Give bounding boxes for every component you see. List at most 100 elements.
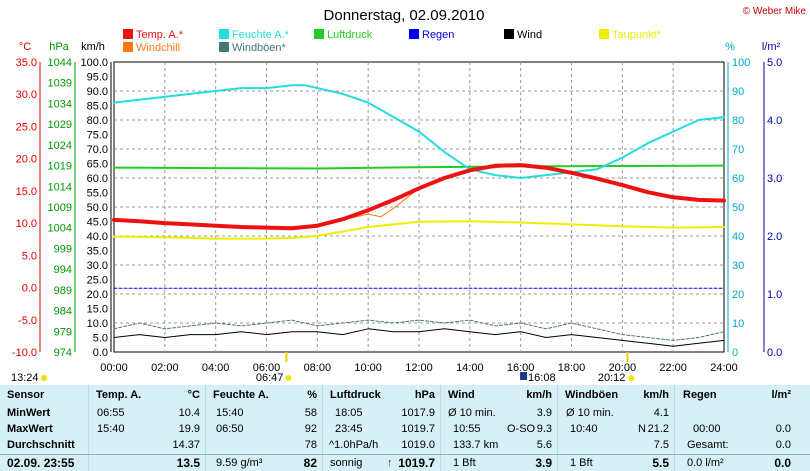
axis-title-celsius: °C bbox=[19, 41, 31, 53]
header-wind-unit: km/h bbox=[526, 389, 552, 401]
luft-current: 1019.7 bbox=[398, 456, 435, 470]
wind-current: 3.9 bbox=[535, 456, 552, 470]
temp-min: 10.4 bbox=[178, 407, 200, 419]
col-feuchte: Feuchte A.% 15:40 58 06:50 92 78 9.59 g/m³… bbox=[205, 385, 323, 471]
y-tick-label-lm2: 2.0 bbox=[767, 231, 782, 243]
y-tick-label-percent: 50 bbox=[732, 202, 744, 214]
time-markers: 06:47 20:12 16:08 13:24 bbox=[11, 352, 635, 384]
regen-total-label: Gesamt: bbox=[687, 439, 729, 451]
y-tick-label-celsius: 10.0 bbox=[16, 218, 37, 230]
header-luftdruck-unit: hPa bbox=[414, 389, 435, 401]
luft-max: 1019.7 bbox=[401, 423, 435, 435]
y-tick-label-percent: 0 bbox=[732, 347, 738, 359]
feuchte-min-time: 15:40 bbox=[216, 407, 244, 419]
y-tick-label-hpa: 1014 bbox=[48, 181, 72, 193]
y-tick-label-celsius: 15.0 bbox=[16, 186, 37, 198]
legend-swatch bbox=[219, 29, 229, 39]
y-tick-label-celsius: 30.0 bbox=[16, 89, 37, 101]
y-tick-label-kmh: 85.0 bbox=[87, 101, 108, 113]
y-tick-label-kmh: 90.0 bbox=[87, 86, 108, 98]
plot-area bbox=[112, 84, 726, 347]
y-tick-label-kmh: 65.0 bbox=[87, 159, 108, 171]
col-temp: Temp. A. °C 06:55 10.4 15:40 19.9 14.37 13.… bbox=[88, 385, 206, 471]
boeen-current: 5.5 bbox=[652, 456, 669, 470]
y-tick-label-celsius: -10.0 bbox=[12, 347, 37, 359]
sunrise-time: 06:47 bbox=[256, 372, 284, 384]
temp-avg: 14.37 bbox=[172, 439, 200, 451]
legend-label: Regen bbox=[422, 29, 454, 41]
y-tick-label-hpa: 1024 bbox=[48, 140, 72, 152]
sun-icon bbox=[285, 375, 292, 381]
legend-swatch bbox=[123, 29, 133, 39]
regen-time: 00:00 bbox=[693, 423, 721, 435]
y-tick-label-celsius: 5.0 bbox=[22, 250, 37, 262]
y-tick-label-hpa: 984 bbox=[54, 306, 72, 318]
wind-avg10-label: Ø 10 min. bbox=[448, 407, 496, 419]
x-tick-label: 04:00 bbox=[202, 362, 230, 374]
col-luftdruck: Luftdruck hPa 18:05 1017.9 23:45 1019.7 ^1.… bbox=[322, 385, 441, 471]
y-tick-label-percent: 80 bbox=[732, 115, 744, 127]
x-tick-label: 16:00 bbox=[507, 362, 535, 374]
legend-swatch bbox=[504, 29, 514, 39]
boeen-max-time: 10:40 bbox=[570, 423, 598, 435]
col-windboeen: Windböen km/h Ø 10 min. 4.1 10:40 N 21.2 7.5… bbox=[557, 385, 675, 471]
y-tick-label-kmh: 10.0 bbox=[87, 318, 108, 330]
luft-min: 1017.9 bbox=[401, 407, 435, 419]
header-regen: Regen bbox=[683, 389, 717, 401]
copyright-text: © Weber Mike bbox=[743, 6, 807, 17]
sun-icon bbox=[628, 375, 635, 381]
y-tick-label-kmh: 100.0 bbox=[80, 57, 108, 69]
x-tick-label: 20:00 bbox=[609, 362, 637, 374]
y-tick-label-hpa: 989 bbox=[54, 285, 72, 297]
legend-swatch bbox=[314, 29, 324, 39]
y-tick-label-kmh: 0.0 bbox=[93, 347, 108, 359]
y-tick-label-kmh: 40.0 bbox=[87, 231, 108, 243]
boeen-max: 21.2 bbox=[647, 423, 669, 435]
chart-legend: Temp. A.* Feuchte A.* Luftdruck Regen Wind Ta… bbox=[123, 29, 662, 54]
y-tick-label-kmh: 15.0 bbox=[87, 304, 108, 316]
sunset-time: 20:12 bbox=[598, 372, 626, 384]
weather-chart: Donnerstag, 02.09.2010 © Weber Mike Temp… bbox=[11, 6, 807, 384]
y-tick-label-kmh: 80.0 bbox=[87, 115, 108, 127]
y-tick-label-kmh: 70.0 bbox=[87, 144, 108, 156]
y-tick-label-celsius: 25.0 bbox=[16, 121, 37, 133]
header-feuchte-unit: % bbox=[307, 389, 317, 401]
boeen-avg: 7.5 bbox=[653, 439, 669, 451]
x-tick-label: 10:00 bbox=[354, 362, 382, 374]
y-tick-label-kmh: 30.0 bbox=[87, 260, 108, 272]
regen-today: 0.0 l/m² bbox=[687, 457, 724, 469]
y-tick-label-percent: 90 bbox=[732, 86, 744, 98]
weather-condition: sonnig bbox=[330, 457, 363, 469]
y-tick-label-percent: 20 bbox=[732, 289, 744, 301]
legend-swatch bbox=[219, 42, 229, 52]
feuchte-avg: 78 bbox=[304, 439, 317, 451]
x-tick-label: 02:00 bbox=[151, 362, 179, 374]
wind-avg: 5.6 bbox=[536, 439, 552, 451]
boeen-bft: 1 Bft bbox=[570, 457, 593, 469]
series-line-feuchte-a bbox=[113, 84, 725, 179]
y-tick-label-kmh: 25.0 bbox=[87, 275, 108, 287]
label-min: MinWert bbox=[7, 407, 51, 419]
y-tick-label-percent: 10 bbox=[732, 318, 744, 330]
y-tick-label-hpa: 1029 bbox=[48, 119, 72, 131]
legend-label: Temp. A.* bbox=[136, 29, 184, 41]
feuchte-max: 92 bbox=[304, 423, 317, 435]
temp-max: 19.9 bbox=[178, 423, 200, 435]
legend-swatch bbox=[123, 42, 133, 52]
y-tick-label-kmh: 45.0 bbox=[87, 217, 108, 229]
wind-distance: 133.7 km bbox=[453, 439, 499, 451]
label-current: 02.09. 23:55 bbox=[7, 456, 75, 470]
x-tick-label: 22:00 bbox=[659, 362, 687, 374]
y-tick-label-hpa: 974 bbox=[54, 347, 72, 359]
series-line-taupunkt bbox=[113, 220, 725, 240]
y-tick-label-hpa: 1019 bbox=[48, 161, 72, 173]
y-tick-label-celsius: 20.0 bbox=[16, 154, 37, 166]
moon-icon bbox=[520, 372, 528, 380]
temp-min-time: 06:55 bbox=[97, 407, 125, 419]
y-tick-label-kmh: 35.0 bbox=[87, 246, 108, 258]
y-tick-label-hpa: 1009 bbox=[48, 202, 72, 214]
col-wind: Wind km/h Ø 10 min. 3.9 10:55 O-SO 9.3 133.7… bbox=[440, 385, 558, 471]
y-tick-label-celsius: -5.0 bbox=[18, 315, 37, 327]
x-tick-label: 18:00 bbox=[558, 362, 586, 374]
temp-current: 13.5 bbox=[176, 456, 200, 470]
